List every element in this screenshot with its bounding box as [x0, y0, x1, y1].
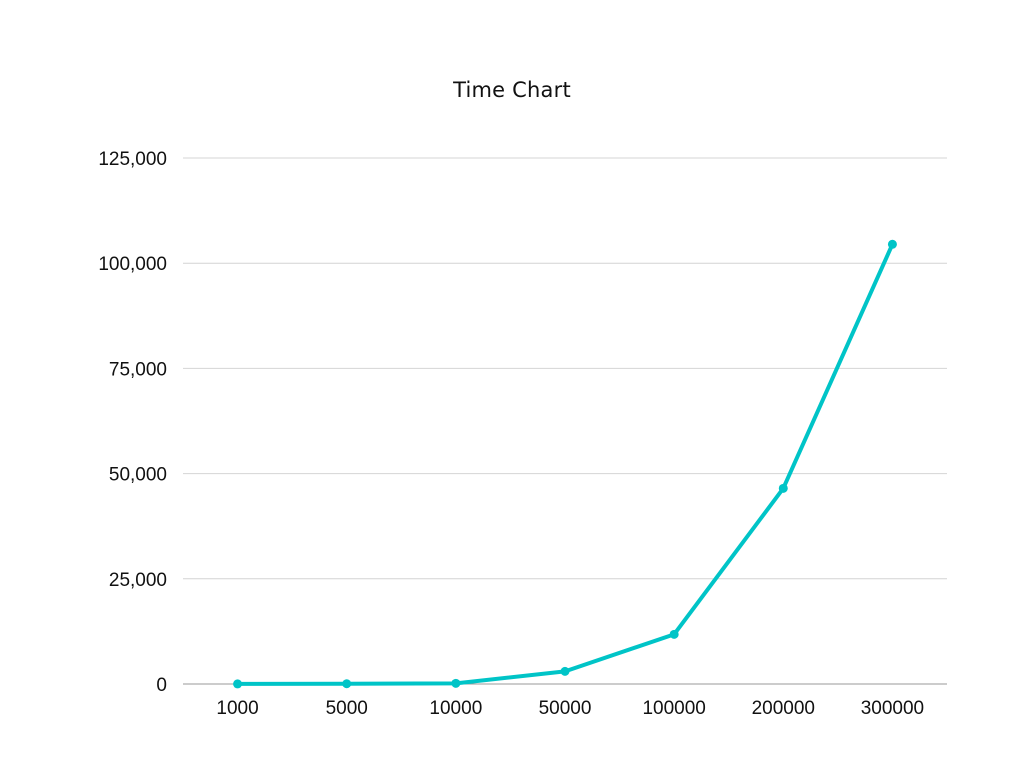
y-axis-tick-labels: 0 25,000 50,000 75,000 100,000 125,000 — [98, 149, 167, 696]
y-tick-label: 25,000 — [109, 570, 167, 591]
data-point — [560, 666, 570, 676]
y-tick-label: 50,000 — [109, 465, 167, 486]
chart-title: Time Chart — [453, 78, 571, 102]
x-tick-label: 50000 — [539, 698, 592, 719]
x-tick-label: 300000 — [861, 698, 924, 719]
x-tick-label: 10000 — [429, 698, 482, 719]
x-tick-label: 5000 — [326, 698, 368, 719]
series-layer — [233, 239, 897, 689]
y-tick-label: 125,000 — [98, 149, 167, 170]
gridlines — [183, 157, 947, 580]
data-point — [778, 483, 788, 493]
data-point — [887, 239, 897, 249]
x-axis-tick-labels: 1000 5000 10000 50000 100000 200000 300000 — [216, 698, 924, 719]
x-tick-label: 1000 — [216, 698, 258, 719]
series-line — [235, 242, 895, 686]
y-tick-label: 75,000 — [109, 359, 167, 380]
y-tick-label: 0 — [156, 675, 167, 696]
x-tick-label: 100000 — [642, 698, 705, 719]
x-tick-label: 200000 — [752, 698, 815, 719]
data-point — [451, 678, 461, 688]
y-tick-label: 100,000 — [98, 254, 167, 275]
data-point — [342, 679, 352, 689]
data-point — [233, 679, 243, 689]
data-point — [669, 629, 679, 639]
